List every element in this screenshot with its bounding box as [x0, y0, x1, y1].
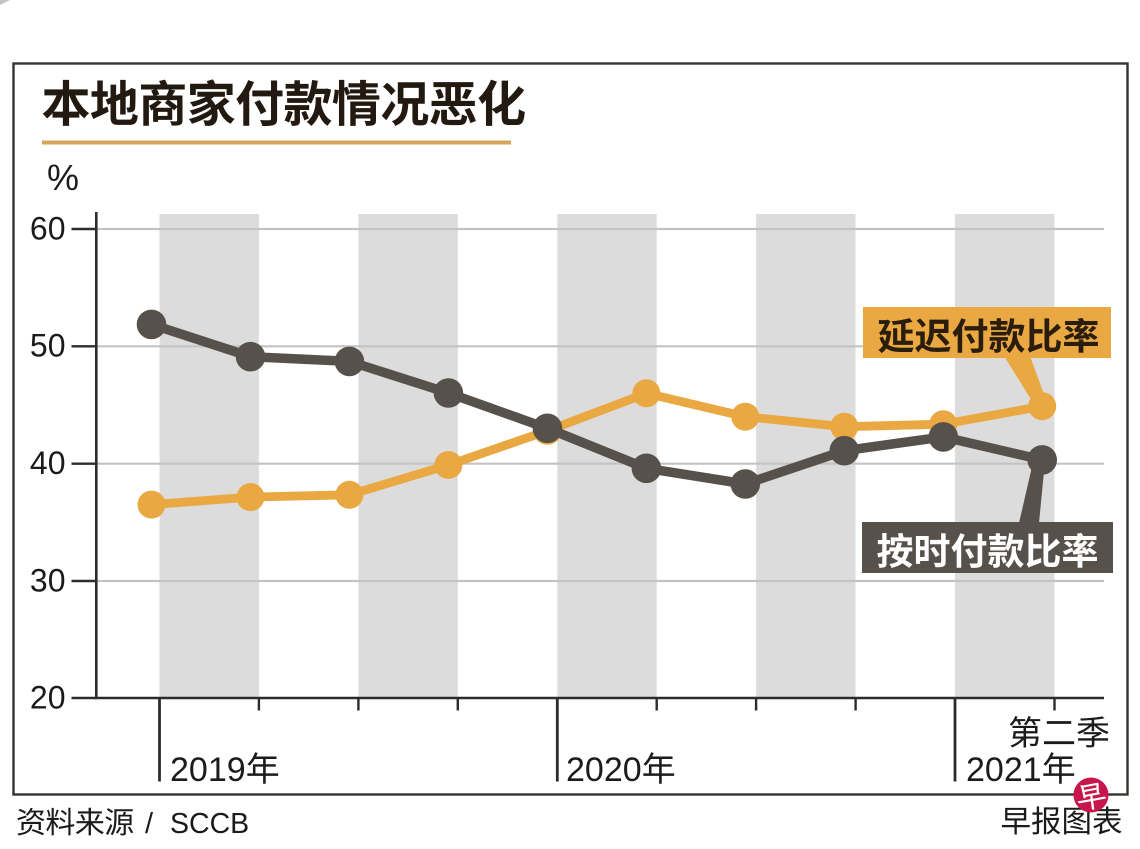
svg-text:40: 40 — [30, 445, 66, 481]
svg-text:2020: 2020 — [566, 751, 642, 789]
svg-text:2021: 2021 — [966, 751, 1042, 789]
svg-text:20: 20 — [30, 679, 66, 715]
svg-text:/: / — [145, 808, 154, 840]
svg-text:SCCB: SCCB — [170, 808, 249, 840]
svg-text:30: 30 — [30, 562, 66, 598]
svg-text:60: 60 — [30, 210, 66, 246]
svg-text:%: % — [47, 157, 79, 198]
svg-text:2019: 2019 — [170, 751, 246, 789]
svg-text:50: 50 — [30, 328, 66, 364]
